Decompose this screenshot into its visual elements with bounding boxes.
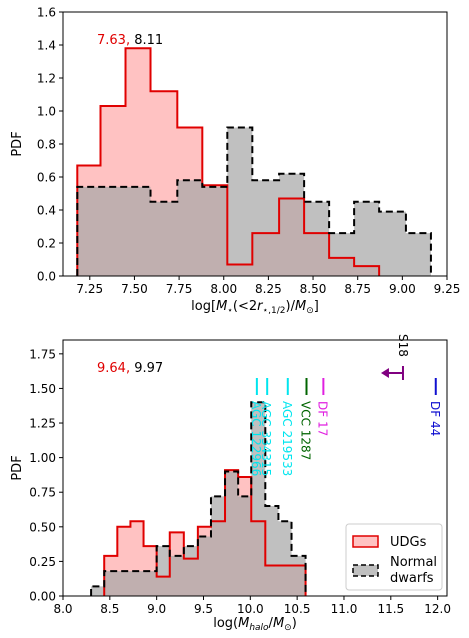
galaxy-label: DF 17 [315, 401, 329, 436]
x-tick-label: 9.5 [194, 602, 213, 616]
y-tick-label: 1.50 [29, 382, 56, 396]
y-tick-label: 1.2 [37, 72, 56, 86]
y-tick-label: 0.25 [29, 555, 56, 569]
median-normal-dwarfs: 8.11 [134, 33, 163, 48]
x-tick-label: 7.25 [76, 282, 103, 296]
x-tick-label: 8.75 [344, 282, 371, 296]
x-tick-label: 8.00 [210, 282, 237, 296]
legend-swatch-udgs [352, 535, 379, 548]
galaxy-label-s18: S18 [396, 334, 410, 357]
galaxy-label: AGC 334315 [259, 401, 273, 476]
upper-limit-arrowhead [380, 368, 389, 378]
legend-swatch-normal-dwarfs [352, 564, 379, 577]
galaxy-label: AGC 122966 [249, 401, 263, 476]
histogram-outline-udgs [76, 47, 381, 276]
x-tick-label: 8.0 [53, 602, 72, 616]
galaxy-label: DF 44 [428, 401, 442, 436]
histogram-fill-normal-dwarfs [77, 127, 431, 276]
median-normal-dwarfs: 9.97 [134, 361, 163, 376]
legend-label-dwarfs: dwarfs [390, 571, 434, 586]
x-tick-label: 10.5 [284, 602, 311, 616]
y-tick-label: 1.75 [29, 347, 56, 361]
x-tick-label: 8.5 [100, 602, 119, 616]
histogram-outline-normal-dwarfs [90, 401, 307, 596]
y-tick-label: 1.00 [29, 451, 56, 465]
x-tick-label: 12.0 [424, 602, 451, 616]
median-udgs: 7.63, [97, 33, 134, 48]
y-tick-label: 1.4 [37, 39, 56, 53]
y-tick-label: 0.0 [37, 270, 56, 284]
y-tick-label: 0.4 [37, 204, 56, 218]
median-annotation: 7.63, 8.11 [97, 33, 163, 48]
x-tick-label: 10.0 [237, 602, 264, 616]
median-annotation: 9.64, 9.97 [97, 361, 163, 376]
galaxy-label: VCC 1287 [299, 401, 313, 460]
galaxy-label: AGC 219533 [280, 401, 294, 476]
y-tick-label: 0.75 [29, 486, 56, 500]
x-tick-label: 8.25 [255, 282, 282, 296]
axes-frame [62, 339, 448, 597]
y-axis-label: PDF [10, 131, 25, 156]
x-tick-label: 9.0 [147, 602, 166, 616]
x-tick-label: 7.50 [121, 282, 148, 296]
x-axis-label: log(Mhalo/M⊙) [213, 616, 297, 633]
bottom-panel-halo-mass-histogram: 8.0 8.5 9.0 9.5 10.0 10.5 11.0 11.5 12.0 0.00 0.25… [10, 334, 451, 633]
x-tick-label: 7.75 [166, 282, 193, 296]
y-tick-label: 1.25 [29, 417, 56, 431]
x-tick-label: 9.00 [389, 282, 416, 296]
top-panel-stellar-mass-histogram: 7.25 7.50 7.75 8.00 8.25 8.50 8.75 9.00 9.25 0.0 0… [10, 6, 460, 317]
x-tick-label: 11.5 [377, 602, 404, 616]
x-axis-label: log[M⋆(<2r⋆,1/2)/M⊙] [191, 299, 319, 316]
x-tick-label: 9.25 [434, 282, 461, 296]
y-tick-label: 0.8 [37, 138, 56, 152]
y-tick-label: 1.6 [37, 6, 56, 20]
y-tick-label: 0.6 [37, 171, 56, 185]
x-tick-label: 8.50 [300, 282, 327, 296]
y-axis-label: PDF [10, 455, 25, 480]
y-tick-label: 0.2 [37, 237, 56, 251]
legend-label-udgs: UDGs [390, 535, 427, 550]
histogram-outline-normal-dwarfs [76, 126, 432, 276]
y-tick-label: 1.0 [37, 105, 56, 119]
legend-label-normal: Normal [390, 555, 437, 570]
x-tick-label: 11.0 [331, 602, 358, 616]
y-tick-label: 0.00 [29, 590, 56, 604]
y-tick-label: 0.50 [29, 520, 56, 534]
median-udgs: 9.64, [97, 361, 134, 376]
